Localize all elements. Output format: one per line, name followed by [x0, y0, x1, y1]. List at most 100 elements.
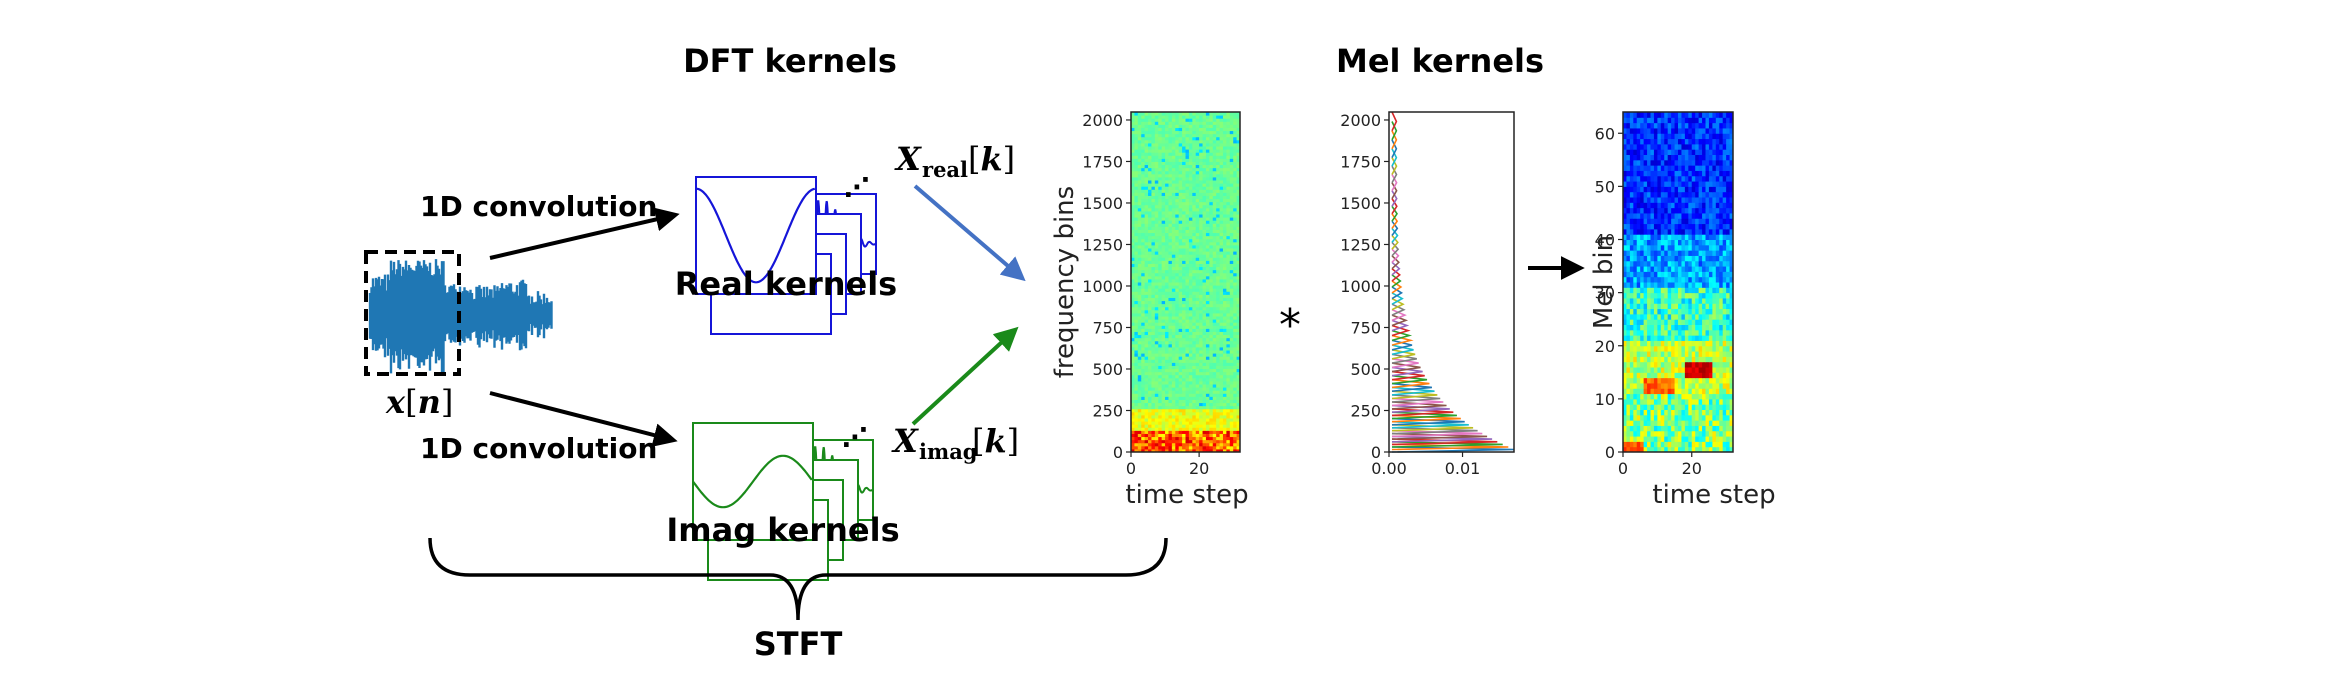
y-tick-label: 1250 [1340, 235, 1381, 254]
y-tick-label: 1000 [1340, 277, 1381, 296]
mel-filter-line [1391, 274, 1402, 288]
y-tick-label: 1750 [1340, 152, 1381, 171]
y-tick-label: 0 [1371, 443, 1381, 462]
y-tick-label: 0 [1113, 443, 1123, 462]
mel-filter-line [1391, 353, 1417, 364]
svg-text:X: X [891, 422, 919, 460]
mel-filter-line [1391, 408, 1454, 417]
mel-filter-line [1391, 443, 1509, 451]
y-tick-label: 10 [1595, 390, 1615, 409]
mel-filter-line [1391, 241, 1400, 257]
y-tick-label: 750 [1092, 318, 1123, 337]
x-imag-label: X imag [k] [891, 422, 1019, 464]
mel-filter-line [1391, 441, 1503, 448]
real-kernels-ellipsis: ⋰ [844, 173, 870, 203]
mel-spectrogram-ylabel: Mel bin [1589, 235, 1619, 329]
real-kernel-stack [695, 176, 877, 335]
mel-filter-line [1391, 424, 1474, 432]
imag-kernels-ellipsis: ⋰ [842, 423, 868, 453]
mel-filter-line [1391, 292, 1404, 305]
mel-filter-line [1391, 324, 1411, 337]
imag-kernel-stack [692, 422, 874, 581]
mel-filter-line [1391, 157, 1398, 175]
multiply-operator: * [1279, 300, 1301, 351]
real-kernels-label: Real kernels [675, 265, 897, 303]
kernel-frame-front [695, 176, 817, 295]
mel-filter-line [1391, 401, 1447, 410]
mel-filter-line [1391, 174, 1398, 192]
mel-filter-line [1391, 286, 1404, 300]
y-tick-label: 20 [1595, 337, 1615, 356]
mel-filter-line [1391, 417, 1465, 426]
y-tick-label: 250 [1092, 401, 1123, 420]
mel-filter-line [1391, 382, 1432, 392]
mel-filter-line [1391, 165, 1398, 184]
x-tick-label: 0.01 [1445, 459, 1481, 478]
mel-filter-line [1391, 374, 1428, 385]
y-tick-label: 1000 [1082, 277, 1123, 296]
mel-filter-line [1391, 255, 1400, 270]
mel-filter-line [1391, 130, 1398, 150]
y-tick-label: 60 [1595, 124, 1615, 143]
x-tick-label: 0 [1126, 459, 1136, 478]
mel-filter-line [1391, 121, 1398, 141]
y-tick-label: 50 [1595, 177, 1615, 196]
mel-filter-line [1391, 190, 1398, 207]
mel-filter-line [1391, 435, 1493, 443]
mel-filter-line [1391, 429, 1483, 438]
x-tick-label: 20 [1189, 459, 1209, 478]
mel-filter-line [1391, 111, 1398, 132]
mel-filter-line [1391, 198, 1398, 215]
y-tick-label: 750 [1350, 318, 1381, 337]
input-signal-waveform [368, 259, 553, 374]
mel-filter-line [1391, 182, 1398, 200]
x-tick-label: 20 [1682, 459, 1702, 478]
stft-brace [428, 537, 1168, 621]
mel-filter-line [1391, 308, 1407, 322]
mel-spectrogram-chart: 0 10 20 30 40 50 60 0 20 Mel bin time step [1589, 111, 1776, 510]
mel-filter-line [1391, 386, 1435, 396]
waveform-trace [368, 259, 553, 374]
spectrogram-chart: 0 250 500 750 1000 1250 1500 1750 2000 0 20 frequ… [1050, 111, 1249, 510]
stft-label: STFT [754, 625, 843, 663]
input-signal-label: x[n] [385, 383, 453, 421]
mel-filter-line [1391, 234, 1399, 250]
svg-text:X: X [894, 140, 922, 178]
mel-filter-line [1391, 334, 1414, 346]
y-tick-label: 1750 [1082, 152, 1123, 171]
mel-filter-line [1391, 261, 1401, 276]
arrow-to-real-kernels [489, 207, 680, 260]
x-tick-label: 0 [1618, 459, 1628, 478]
mel-filter-line [1391, 148, 1398, 167]
arrow-real-to-spectrogram [913, 184, 1026, 282]
svg-text:real: real [922, 157, 968, 182]
y-tick-label: 250 [1350, 401, 1381, 420]
mel-filter-line [1391, 205, 1398, 222]
svg-text:imag: imag [919, 439, 978, 464]
y-tick-label: 1500 [1082, 194, 1123, 213]
y-tick-label: 1250 [1082, 235, 1123, 254]
mel-filter-line [1391, 339, 1413, 351]
y-tick-label: 2000 [1340, 111, 1381, 130]
svg-text:[k]: [k] [968, 140, 1015, 178]
mel-filter-line [1391, 319, 1410, 332]
mel-filter-line [1391, 427, 1478, 435]
mel-filter-line [1391, 438, 1498, 446]
mel-filter-line [1391, 394, 1441, 403]
arrow-to-imag-kernels [489, 391, 678, 447]
mel-filter-line [1391, 314, 1409, 327]
mel-filter-line [1391, 227, 1399, 243]
mel-filter-line [1391, 213, 1399, 229]
imag-kernels-label: Imag kernels [666, 511, 899, 549]
x-real-label: X real [k] [894, 140, 1015, 182]
y-tick-label: 30 [1595, 284, 1615, 303]
conv-label-top: 1D convolution [420, 190, 657, 223]
spectrogram-xlabel: time step [1125, 480, 1248, 510]
y-tick-label: 2000 [1082, 111, 1123, 130]
mel-filter-line [1391, 220, 1399, 236]
mel-filter-line [1391, 303, 1406, 316]
mel-filter-line [1391, 358, 1419, 369]
y-tick-label: 1500 [1340, 194, 1381, 213]
mel-filter-line [1391, 139, 1398, 158]
mel-filter-line [1391, 248, 1400, 263]
